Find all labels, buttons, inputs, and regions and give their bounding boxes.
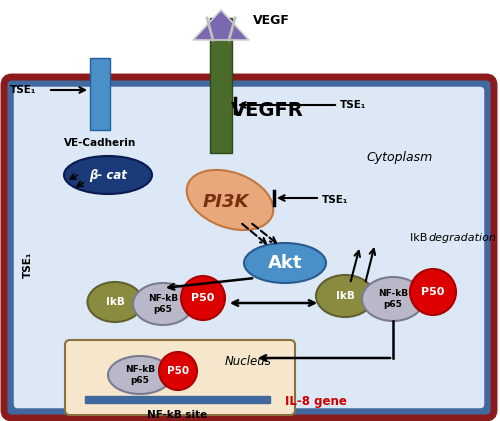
FancyBboxPatch shape [12, 85, 486, 410]
FancyBboxPatch shape [65, 340, 295, 415]
Ellipse shape [181, 276, 225, 320]
Text: VEGFR: VEGFR [231, 101, 304, 120]
Text: Akt: Akt [268, 254, 302, 272]
Text: NF-kB
p65: NF-kB p65 [148, 294, 178, 314]
Text: P50: P50 [167, 366, 189, 376]
Text: PI3K: PI3K [203, 193, 249, 211]
Text: TSE₁: TSE₁ [10, 85, 36, 95]
Bar [85, 396, 270, 403]
Ellipse shape [159, 352, 197, 390]
Text: NF-kB
p65: NF-kB p65 [378, 289, 408, 309]
Text: degradation: degradation [428, 233, 496, 243]
Text: Cytoplasm: Cytoplasm [367, 152, 433, 165]
Text: VE-Cadherin: VE-Cadherin [64, 138, 136, 148]
Text: TSE₁: TSE₁ [23, 252, 33, 278]
Ellipse shape [108, 356, 172, 394]
Ellipse shape [362, 277, 424, 321]
FancyBboxPatch shape [4, 77, 494, 418]
Text: TSE₁: TSE₁ [322, 195, 348, 205]
Text: IL-8 gene: IL-8 gene [285, 395, 347, 408]
Text: NF-kB
p65: NF-kB p65 [125, 365, 155, 385]
Text: TSE₁: TSE₁ [340, 100, 366, 110]
Ellipse shape [133, 283, 193, 325]
Ellipse shape [186, 170, 274, 230]
Text: IkB: IkB [410, 233, 431, 243]
Text: β- cat: β- cat [89, 168, 127, 181]
Ellipse shape [244, 243, 326, 283]
Ellipse shape [410, 269, 456, 315]
Polygon shape [193, 10, 249, 40]
Text: Nucleus: Nucleus [225, 355, 272, 368]
Bar [210, 18, 232, 153]
Ellipse shape [88, 282, 142, 322]
Text: NF-kB site: NF-kB site [148, 410, 208, 420]
Text: P50: P50 [422, 287, 444, 297]
Bar [90, 58, 110, 130]
Ellipse shape [316, 275, 374, 317]
Text: VEGF: VEGF [253, 13, 290, 27]
Text: P50: P50 [192, 293, 214, 303]
Ellipse shape [64, 156, 152, 194]
Text: IkB: IkB [336, 291, 354, 301]
Text: IkB: IkB [106, 297, 124, 307]
